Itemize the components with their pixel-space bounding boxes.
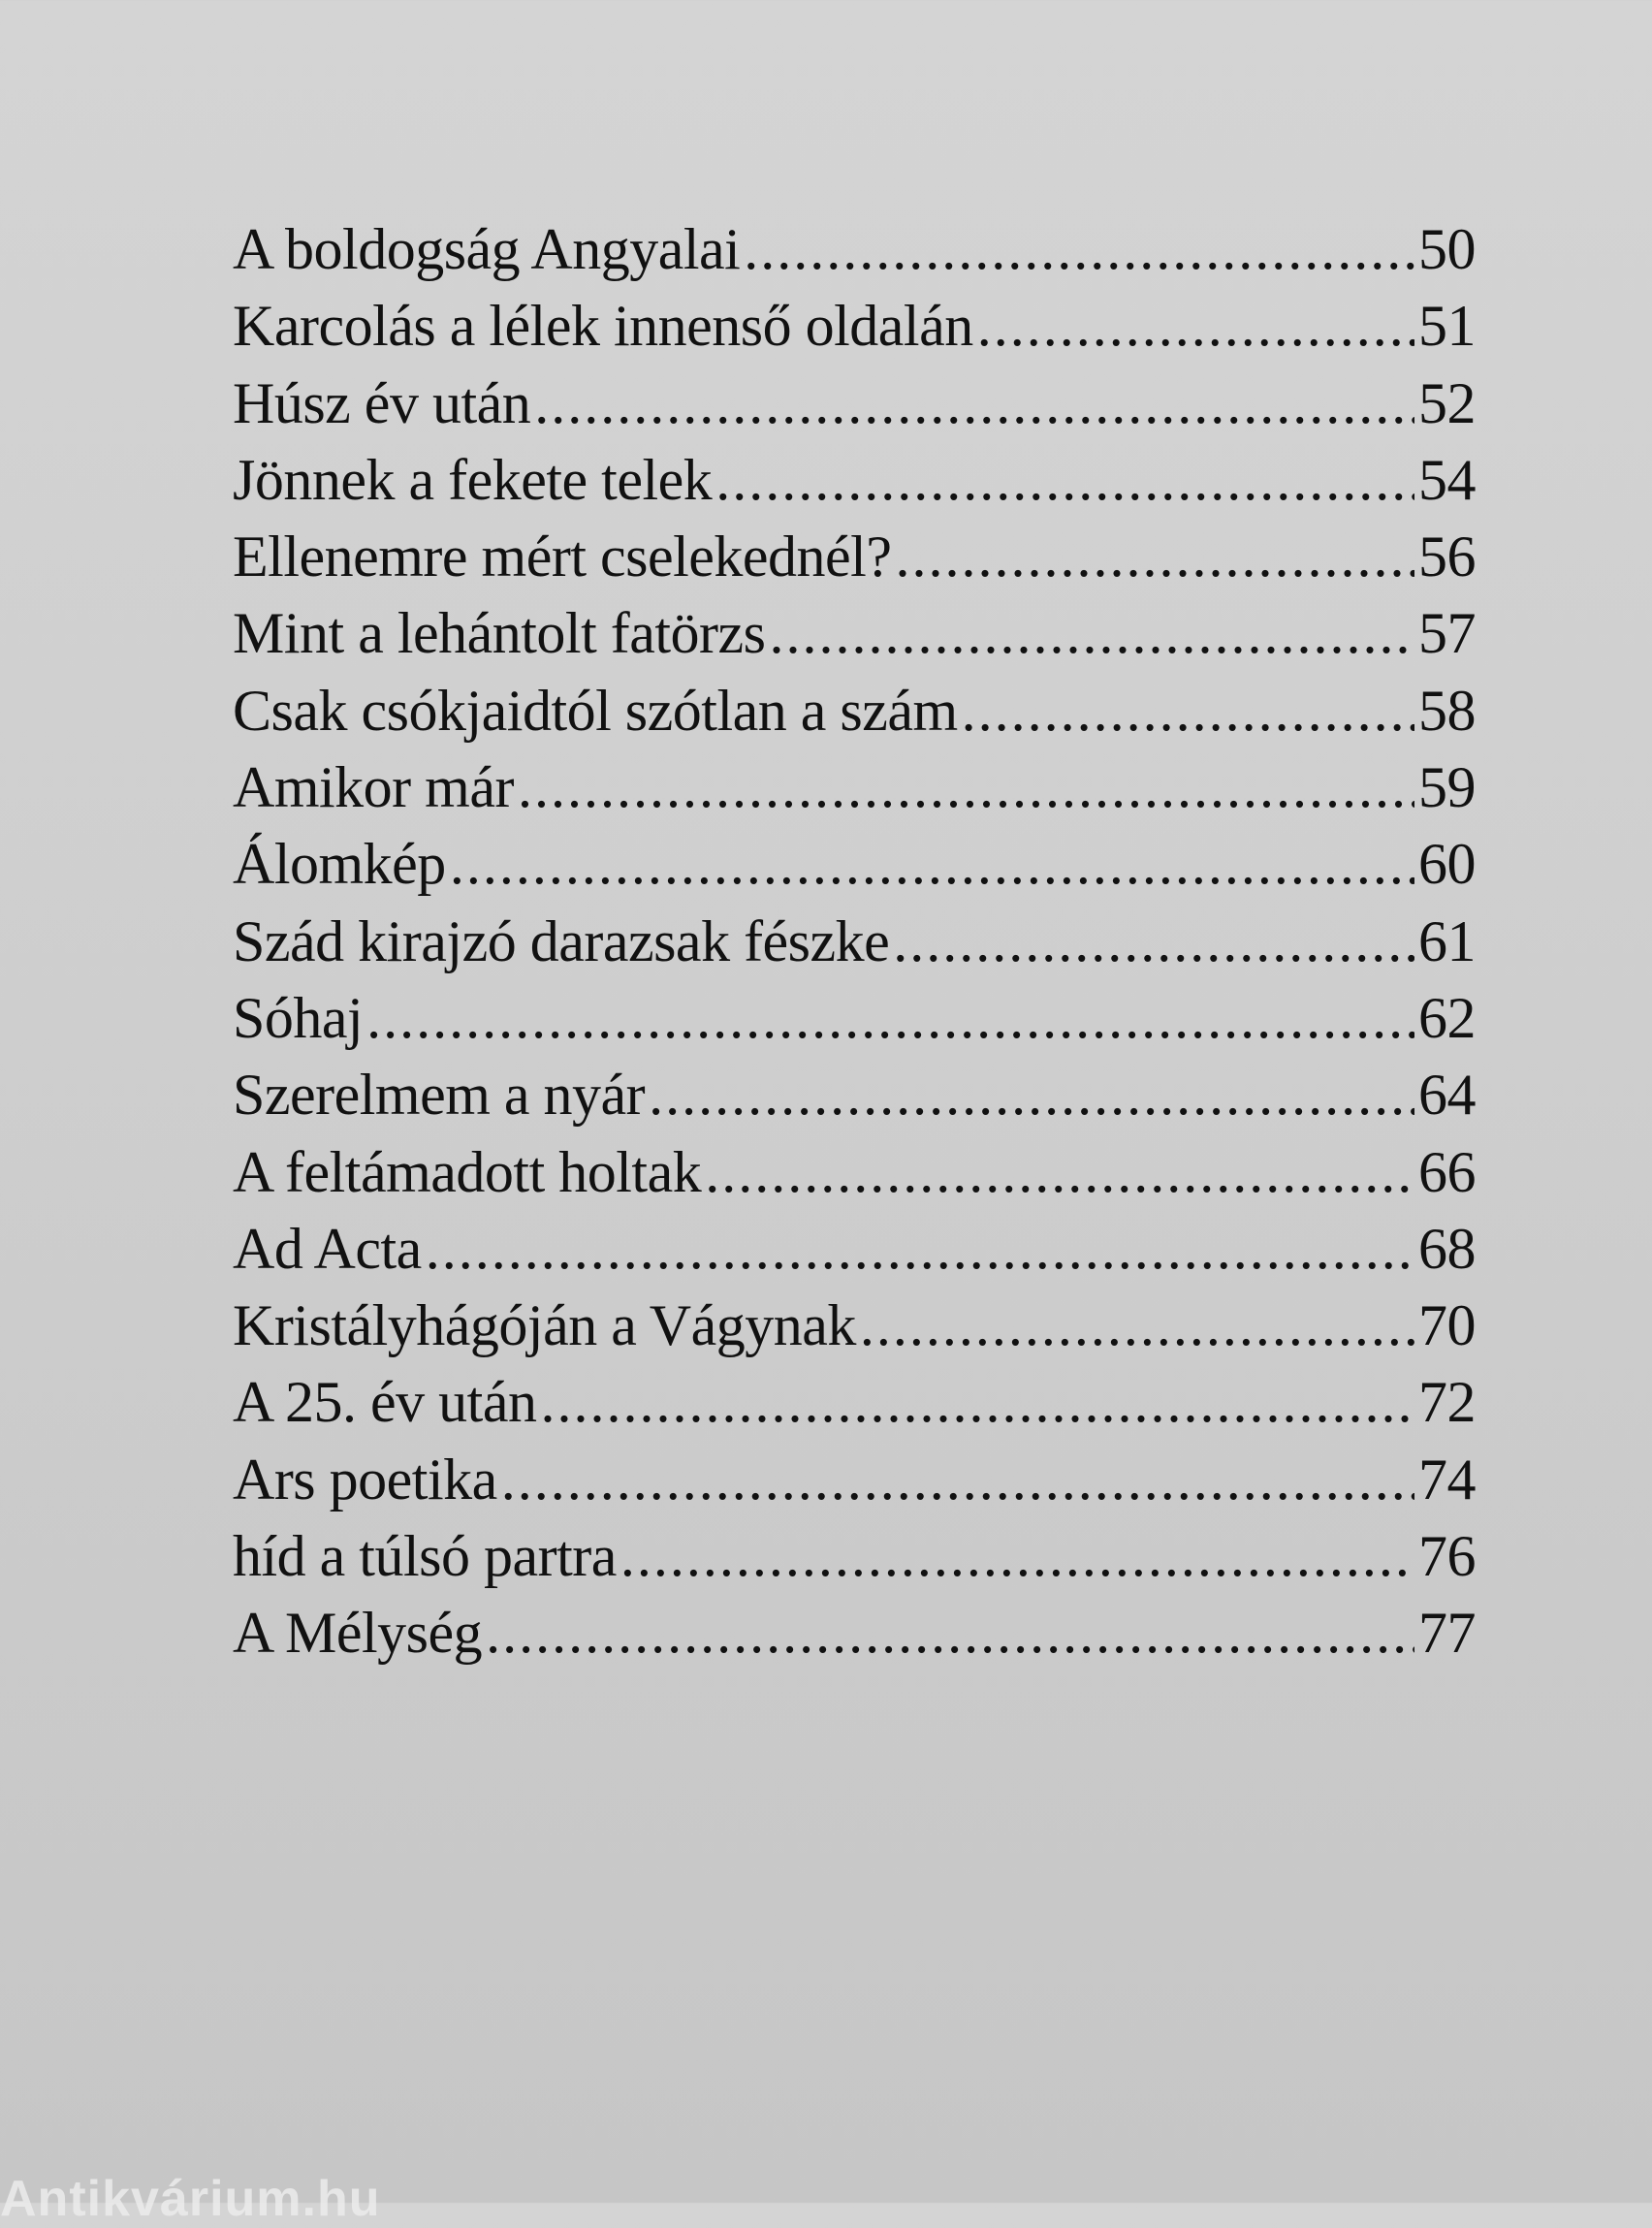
dot-leader (770, 594, 1414, 672)
dot-leader (534, 365, 1414, 442)
toc-entry: Sóhaj 62 (233, 979, 1477, 1057)
dot-leader (977, 287, 1414, 365)
dot-leader (744, 210, 1414, 288)
toc-entry-page: 54 (1418, 447, 1477, 512)
toc-entry: híd a túlsó partra 76 (233, 1517, 1477, 1595)
dot-leader (366, 979, 1414, 1057)
toc-entry: A feltámadott holtak 66 (233, 1133, 1477, 1211)
table-of-contents: A boldogság Angyalai50Karcolás a lélek i… (233, 210, 1477, 1671)
toc-entry-page: 61 (1418, 908, 1477, 973)
toc-entry-title: Amikor már (233, 755, 514, 820)
toc-entry-title: Kristályhágóján a Vágynak (233, 1293, 856, 1358)
toc-entry-page: 62 (1418, 985, 1477, 1050)
dot-leader (895, 518, 1414, 595)
toc-entry-title: Szád kirajzó darazsak fészke (233, 908, 890, 973)
dot-leader (518, 748, 1414, 826)
toc-entry: Szerelmem a nyár 64 (233, 1056, 1477, 1133)
dot-leader (962, 672, 1414, 749)
toc-entry-page: 57 (1418, 601, 1477, 666)
dot-leader (486, 1594, 1414, 1671)
toc-entry-title: Álomkép (233, 832, 446, 897)
toc-entry: Kristályhágóján a Vágynak 70 (233, 1287, 1477, 1364)
toc-entry-title: híd a túlsó partra (233, 1524, 617, 1589)
dot-leader (540, 1363, 1414, 1441)
toc-entry: A boldogság Angyalai 50 (233, 210, 1477, 288)
toc-entry-page: 77 (1418, 1601, 1477, 1666)
toc-entry-title: Húsz év után (233, 370, 531, 435)
dot-leader (501, 1441, 1414, 1518)
toc-entry-page: 76 (1418, 1524, 1477, 1589)
dot-leader (450, 825, 1414, 903)
toc-entry-page: 70 (1418, 1293, 1477, 1358)
toc-entry-page: 56 (1418, 525, 1477, 589)
dot-leader (715, 441, 1414, 519)
toc-entry-title: Karcolás a lélek innenső oldalán (233, 294, 973, 359)
toc-entry: Csak csókjaidtól szótlan a szám 58 (233, 672, 1477, 749)
toc-entry-title: Ad Acta (233, 1216, 422, 1281)
toc-entry: Karcolás a lélek innenső oldalán 51 (233, 287, 1477, 365)
toc-entry-page: 64 (1418, 1063, 1477, 1128)
toc-entry-page: 72 (1418, 1370, 1477, 1435)
toc-entry-page: 68 (1418, 1216, 1477, 1281)
toc-entry-title: Sóhaj (233, 985, 364, 1050)
toc-entry-title: Jönnek a fekete telek (233, 447, 713, 512)
toc-entry-title: Mint a lehántolt fatörzs (233, 601, 766, 666)
toc-entry: Szád kirajzó darazsak fészke 61 (233, 903, 1477, 980)
toc-entry: Mint a lehántolt fatörzs 57 (233, 594, 1477, 672)
toc-entry-page: 50 (1418, 217, 1477, 281)
toc-entry-title: Ars poetika (233, 1447, 497, 1512)
toc-entry-page: 51 (1418, 294, 1477, 359)
toc-entry-title: Csak csókjaidtól szótlan a szám (233, 678, 958, 743)
toc-entry-title: A boldogság Angyalai (233, 217, 741, 281)
toc-entry: Ars poetika 74 (233, 1441, 1477, 1518)
toc-entry-title: A Mélység (233, 1601, 483, 1666)
toc-entry-page: 74 (1418, 1447, 1477, 1512)
toc-entry: Húsz év után 52 (233, 365, 1477, 442)
toc-entry-page: 66 (1418, 1139, 1477, 1204)
toc-entry-page: 60 (1418, 832, 1477, 897)
dot-leader (705, 1133, 1414, 1211)
toc-entry: Ellenemre mért cselekednél? 56 (233, 518, 1477, 595)
toc-entry-page: 52 (1418, 370, 1477, 435)
toc-entry-title: Ellenemre mért cselekednél? (233, 525, 892, 589)
toc-entry-title: Szerelmem a nyár (233, 1063, 646, 1128)
dot-leader (620, 1517, 1414, 1595)
watermark: Antikvárium.hu (0, 2171, 381, 2227)
toc-entry: A Mélység 77 (233, 1594, 1477, 1671)
toc-entry-title: A 25. év után (233, 1370, 537, 1435)
toc-entry: Amikor már 59 (233, 748, 1477, 826)
toc-entry-page: 59 (1418, 755, 1477, 820)
dot-leader (893, 903, 1414, 980)
dot-leader (649, 1056, 1414, 1133)
toc-entry: Álomkép 60 (233, 825, 1477, 903)
toc-entry: Ad Acta 68 (233, 1210, 1477, 1288)
toc-entry: A 25. év után 72 (233, 1363, 1477, 1441)
toc-entry-page: 58 (1418, 678, 1477, 743)
toc-entry: Jönnek a fekete telek 54 (233, 441, 1477, 519)
dot-leader (860, 1287, 1414, 1364)
toc-entry-title: A feltámadott holtak (233, 1139, 702, 1204)
dot-leader (426, 1210, 1414, 1288)
